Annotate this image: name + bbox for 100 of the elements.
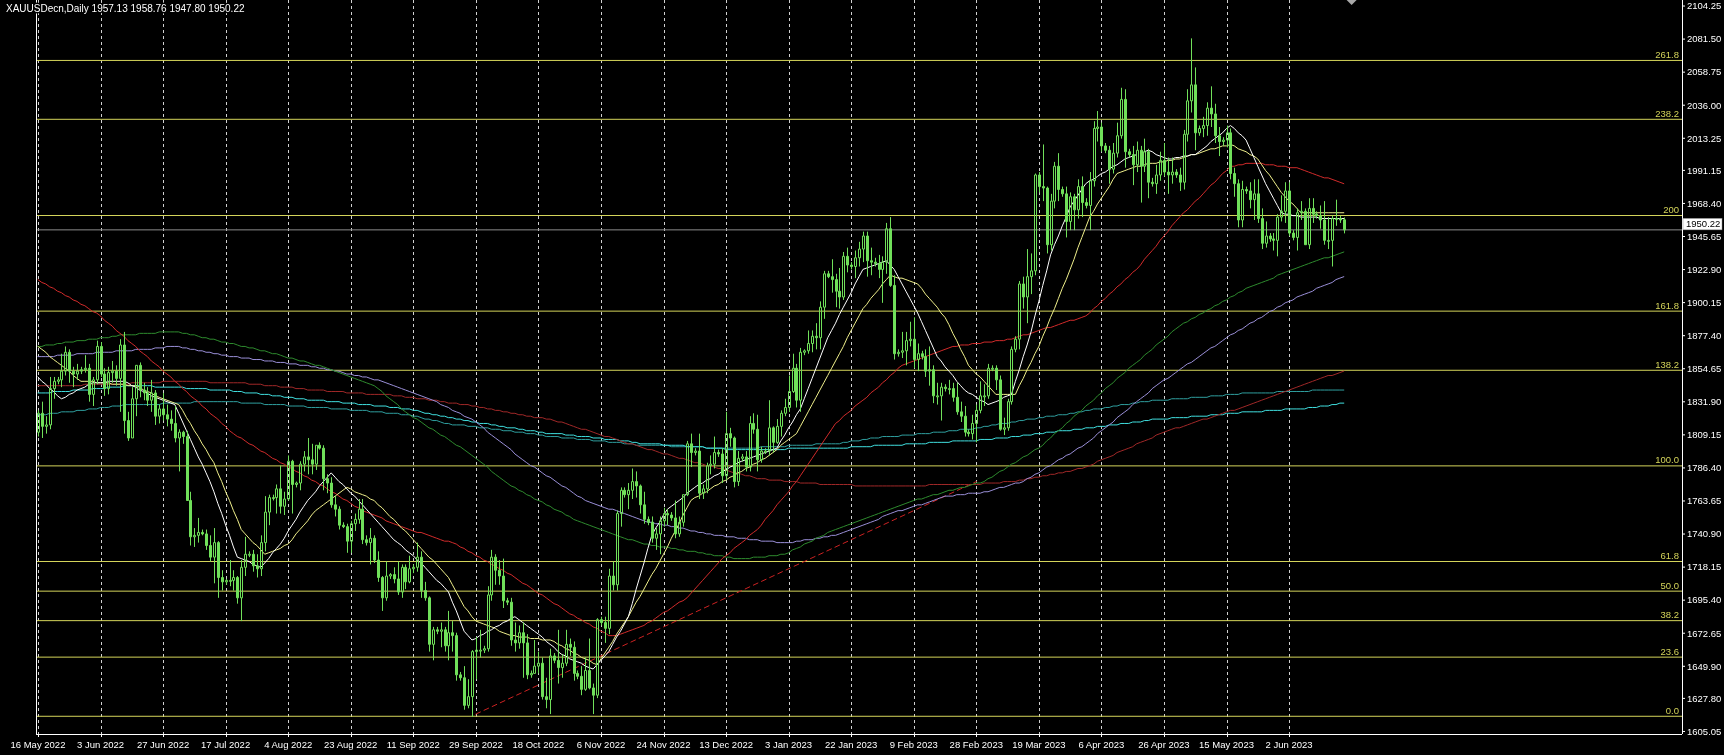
candlestick [573, 640, 576, 682]
x-tick-label: 9 Feb 2023 [889, 739, 938, 750]
candlestick [674, 499, 677, 539]
candlestick [807, 329, 810, 355]
candlestick [502, 558, 505, 609]
y-tick-label: 1740.90 [1687, 528, 1722, 540]
candlestick [557, 629, 560, 685]
y-tick-label: 1672.65 [1687, 627, 1722, 639]
annotation: 50.0 [1660, 579, 1679, 591]
candlestick [866, 231, 869, 278]
y-tick-label: 1649.90 [1687, 660, 1722, 672]
candlestick [913, 316, 916, 369]
x-tick-label: 2 Jun 2023 [1265, 739, 1313, 750]
x-tick-label: 22 Jan 2023 [825, 739, 878, 750]
y-tick-label: 1718.15 [1687, 561, 1722, 573]
x-tick-label: 13 Dec 2022 [699, 739, 754, 750]
candlestick [768, 399, 771, 456]
y-tick-label: 1991.15 [1687, 164, 1722, 176]
annotation: 0.0 [1665, 704, 1679, 716]
annotation: 61.8 [1660, 550, 1679, 562]
candlestick [725, 411, 728, 481]
candlestick [68, 348, 71, 384]
candlestick [799, 347, 802, 413]
y-tick-label: 1763.65 [1687, 495, 1722, 507]
candlestick [397, 561, 400, 596]
candlestick [1081, 175, 1084, 218]
annotation: 200 [1663, 204, 1679, 216]
candlestick [307, 437, 310, 475]
annotation: 261.8 [1655, 48, 1679, 60]
candlestick [252, 549, 255, 573]
x-tick-label: 18 Oct 2022 [512, 739, 565, 750]
y-tick-label: 1809.15 [1687, 429, 1722, 441]
candlestick [1065, 186, 1068, 238]
annotation: 161.8 [1655, 299, 1679, 311]
candlestick [1253, 178, 1256, 221]
y-tick-label: 1627.80 [1687, 692, 1722, 704]
y-tick-label: 2058.75 [1687, 66, 1722, 78]
x-tick-label: 4 Aug 2022 [264, 739, 313, 750]
candlestick [361, 498, 364, 545]
x-tick-label: 27 Jun 2022 [136, 739, 190, 750]
line-series [37, 370, 1345, 487]
candlestick [463, 665, 466, 711]
y-tick-label: 1900.15 [1687, 296, 1722, 308]
candlestick [749, 415, 752, 472]
candlestick [522, 622, 525, 679]
candlestick [315, 444, 318, 471]
x-tick-label: 24 Nov 2022 [636, 739, 691, 750]
candlestick [369, 527, 372, 565]
candlestick [1026, 248, 1029, 324]
x-tick-label: 29 Sep 2022 [448, 739, 503, 750]
candlestick [322, 444, 325, 491]
x-tick-label: 15 May 2023 [1199, 739, 1254, 750]
x-tick-label: 6 Nov 2022 [576, 739, 626, 750]
candlestick [549, 648, 552, 715]
x-tick-label: 26 Apr 2023 [1138, 739, 1190, 750]
x-tick-label: 11 Sep 2022 [386, 739, 440, 750]
x-tick-label: 28 Feb 2023 [949, 739, 1003, 750]
x-tick-label: 6 Apr 2023 [1078, 739, 1125, 750]
candlestick [698, 433, 701, 500]
y-tick-label: 1695.40 [1687, 594, 1722, 606]
x-tick-label: 23 Aug 2022 [324, 739, 378, 750]
y-tick-label: 2104.25 [1687, 0, 1722, 12]
x-tick-label: 16 May 2022 [10, 739, 66, 750]
candlestick [1018, 280, 1021, 350]
annotation: 138.2 [1655, 358, 1679, 370]
annotation: 238.2 [1655, 107, 1679, 119]
candlestick [49, 376, 52, 430]
y-tick-label: 1877.40 [1687, 330, 1722, 342]
candlestick [666, 508, 669, 526]
candlestick [533, 639, 536, 674]
candlestick [229, 559, 232, 587]
y-tick-label: 2013.25 [1687, 132, 1722, 144]
candlestick [1108, 145, 1111, 185]
candlestick [1124, 88, 1127, 169]
candlestick [756, 414, 759, 472]
y-tick-label: 2081.50 [1687, 33, 1722, 45]
candlestick [940, 382, 943, 422]
x-tick-label: 3 Jan 2023 [765, 739, 813, 750]
ref-line-label: 1950.22 [1686, 218, 1721, 230]
candlestick [401, 563, 404, 599]
candlestick [1288, 181, 1291, 237]
candlestick [197, 517, 200, 544]
candlestick [41, 401, 44, 439]
annotation: 100.0 [1655, 454, 1679, 466]
candlestick [279, 465, 282, 515]
candlestick [1308, 197, 1311, 250]
candlestick [291, 459, 294, 515]
candlestick [346, 523, 349, 554]
y-tick-label: 1605.05 [1687, 725, 1722, 737]
x-tick-label: 19 Mar 2023 [1012, 739, 1066, 750]
candlestick [1132, 145, 1135, 186]
y-tick-label: 1945.65 [1687, 230, 1722, 242]
y-tick-label: 1831.90 [1687, 396, 1722, 408]
candlestick [162, 392, 165, 422]
y-tick-label: 1786.40 [1687, 462, 1722, 474]
x-tick-label: 17 Jul 2022 [201, 739, 251, 750]
candlestick [1241, 180, 1244, 228]
annotation: 38.2 [1660, 609, 1679, 621]
candlestick [1343, 216, 1346, 234]
y-tick-label: 1854.65 [1687, 363, 1722, 375]
